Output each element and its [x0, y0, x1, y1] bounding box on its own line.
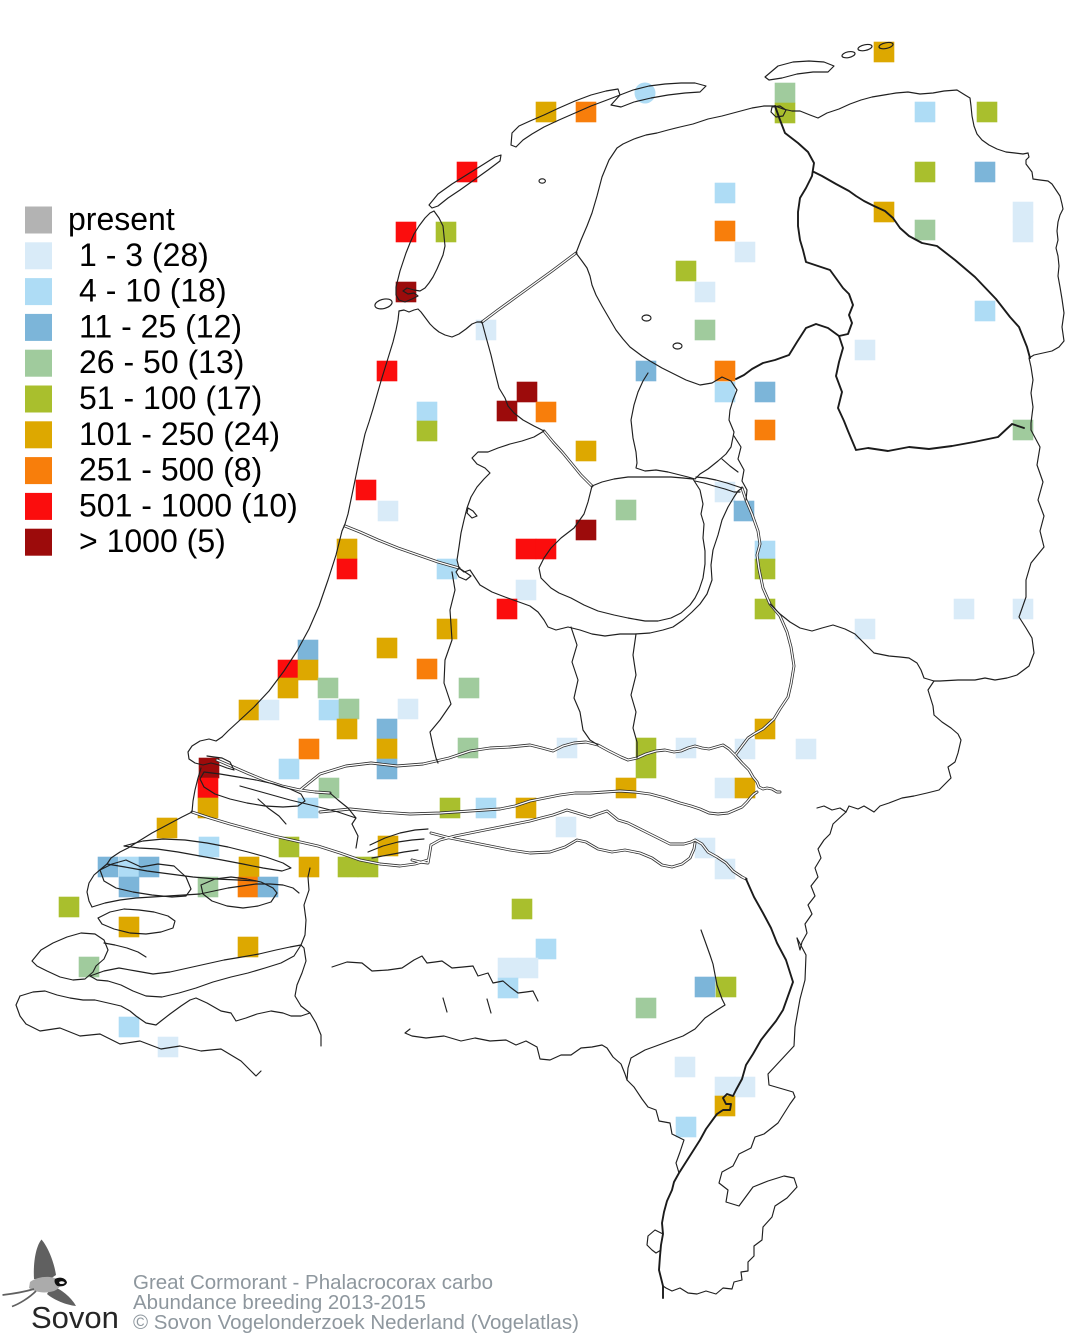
svg-text:501 - 1000 (10): 501 - 1000 (10) — [79, 487, 298, 523]
svg-text:1 - 3 (28): 1 - 3 (28) — [79, 237, 209, 273]
svg-text:present: present — [68, 201, 175, 237]
svg-text:4 - 10 (18): 4 - 10 (18) — [79, 273, 227, 309]
svg-text:101 - 250 (24): 101 - 250 (24) — [79, 416, 280, 452]
svg-text:Abundance breeding 2013-2015: Abundance breeding 2013-2015 — [133, 1291, 426, 1314]
svg-text:Sovon: Sovon — [31, 1300, 119, 1335]
svg-text:© Sovon Vogelonderzoek Nederla: © Sovon Vogelonderzoek Nederland (Vogela… — [133, 1311, 579, 1334]
svg-text:26 - 50 (13): 26 - 50 (13) — [79, 344, 244, 380]
svg-text:Great Cormorant - Phalacrocora: Great Cormorant - Phalacrocorax carbo — [133, 1271, 493, 1294]
svg-text:> 1000 (5): > 1000 (5) — [79, 523, 226, 559]
svg-text:11 - 25 (12): 11 - 25 (12) — [79, 308, 242, 344]
svg-text:251 - 500 (8): 251 - 500 (8) — [79, 452, 262, 488]
svg-text:51 - 100 (17): 51 - 100 (17) — [79, 380, 262, 416]
